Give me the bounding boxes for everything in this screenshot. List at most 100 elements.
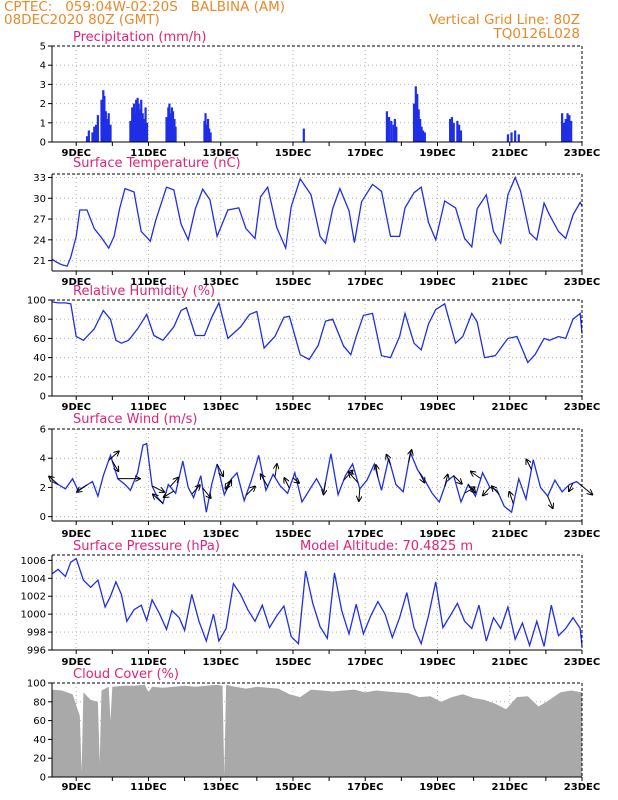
precip-bar <box>129 120 132 142</box>
y-tick-label: 1000 <box>21 610 46 621</box>
y-tick-label: 3 <box>40 80 46 91</box>
header-location: CPTEC: 059:04W-02:20S BALBINA (AM) <box>4 0 286 15</box>
precip-bar <box>514 130 517 142</box>
x-tick-label: 21DEC <box>492 782 528 793</box>
x-tick-label: 11DEC <box>130 148 166 159</box>
wind-arrow <box>216 463 223 476</box>
precip-bar <box>103 95 106 142</box>
precip-bar <box>208 128 211 142</box>
y-tick-label: 33 <box>33 173 46 184</box>
precip-bar <box>570 120 573 142</box>
header-datetime: 08DEC2020 80Z (GMT) <box>4 12 160 28</box>
precip-bar <box>93 126 96 142</box>
y-tick-label: 0 <box>40 773 46 784</box>
x-tick-label: 21DEC <box>492 277 528 288</box>
wind-arrow <box>471 472 482 480</box>
wind-arrow <box>108 451 119 461</box>
precip-bar <box>419 118 422 142</box>
precip-bar <box>387 117 391 142</box>
x-tick-label: 13DEC <box>203 148 239 159</box>
x-tick-label: 9DEC <box>61 277 90 288</box>
precip-bar <box>414 86 417 142</box>
precip-bar <box>140 99 143 142</box>
wind-arrow <box>509 492 514 504</box>
wind-arrow <box>77 484 88 492</box>
x-tick-label: 21DEC <box>492 529 528 540</box>
precip-bar <box>302 128 305 142</box>
y-tick-label: 20 <box>33 372 46 383</box>
x-tick-label: 17DEC <box>347 782 383 793</box>
x-tick-label: 13DEC <box>203 277 239 288</box>
wind-arrow <box>376 465 378 478</box>
precip-bar <box>138 109 141 142</box>
precip-bar <box>109 124 112 142</box>
precip-bar <box>385 111 389 142</box>
x-tick-label: 19DEC <box>419 277 455 288</box>
wind-arrow <box>418 472 424 482</box>
precip-bar <box>141 113 144 142</box>
wind-arrow <box>164 490 175 497</box>
precip-bar <box>416 94 419 142</box>
precip-bar <box>506 134 510 142</box>
precip-bar <box>450 117 454 142</box>
precip-bar <box>568 115 571 142</box>
wind-arrow <box>483 487 491 495</box>
precip-bar <box>165 117 168 142</box>
wind-arrow <box>323 482 325 494</box>
precip-bar <box>393 118 396 142</box>
precip-bar <box>390 120 393 142</box>
y-tick-label: 6 <box>40 425 46 436</box>
temp-panel: Surface Temperature (nC) 21 24 27 30 33 9DEC 11… <box>33 156 600 288</box>
precip-bar <box>395 126 398 142</box>
precip-bar <box>392 124 395 142</box>
y-tick-label: 0 <box>40 392 46 403</box>
precip-bar <box>517 134 520 142</box>
y-tick-label: 40 <box>33 353 46 364</box>
x-tick-label: 21DEC <box>492 402 528 413</box>
press-panel: Surface Pressure (hPa) Model Altitude: 70… <box>21 539 601 668</box>
wind-arrow <box>445 475 448 487</box>
wind-arrow <box>409 450 412 463</box>
wind-arrow <box>292 478 299 483</box>
header-model-id: TQ0126L028 <box>493 26 580 42</box>
x-tick-label: 19DEC <box>419 529 455 540</box>
wind-arrow <box>49 476 59 485</box>
y-tick-label: 80 <box>33 697 46 708</box>
cloud-panel: Cloud Cover (%) 0 20 40 60 80 100 9DEC 11DEC 13DE… <box>27 667 600 793</box>
x-tick-label: 9DEC <box>61 657 90 668</box>
y-tick-label: 1 <box>40 118 46 129</box>
x-tick-label: 11DEC <box>130 782 166 793</box>
x-tick-label: 21DEC <box>492 148 528 159</box>
x-tick-label: 15DEC <box>275 657 311 668</box>
precip-bar <box>171 111 175 142</box>
wind-arrow <box>526 460 532 470</box>
precip-bar <box>107 113 110 142</box>
precip-bar <box>562 122 566 142</box>
wind-arrow <box>284 478 290 489</box>
x-tick-label: 13DEC <box>203 782 239 793</box>
precip-bar <box>564 118 567 142</box>
cloud-area <box>52 684 582 777</box>
precip-bar <box>459 130 463 142</box>
x-tick-label: 23DEC <box>564 277 600 288</box>
precip-title: Precipitation (mm/h) <box>73 30 206 45</box>
x-tick-label: 15DEC <box>275 402 311 413</box>
y-tick-label: 80 <box>33 315 46 326</box>
wind-arrow <box>202 487 211 498</box>
temp-series-line <box>51 175 583 267</box>
y-tick-label: 4 <box>40 454 46 465</box>
wind-arrow <box>169 478 178 488</box>
wind-panel: Surface Wind (m/s) 0 2 4 6 9DEC 11DEC 13DEC 15DE… <box>40 412 601 540</box>
x-tick-label: 23DEC <box>564 782 600 793</box>
wind-title: Surface Wind (m/s) <box>73 412 197 427</box>
x-tick-label: 13DEC <box>203 529 239 540</box>
x-tick-label: 17DEC <box>347 148 383 159</box>
precip-panel: Precipitation (mm/h) 0 1 2 3 4 5 9DEC 11DEC 13DEC… <box>40 30 601 159</box>
temp-title: Surface Temperature (nC) <box>73 156 241 171</box>
precip-bar <box>452 122 455 142</box>
rh-panel: Relative Humidity (%) 0 20 40 60 80 100 9DEC 11D… <box>27 284 600 413</box>
precip-bar <box>456 120 459 142</box>
precip-bar <box>412 103 416 142</box>
y-tick-label: 0 <box>40 512 46 523</box>
